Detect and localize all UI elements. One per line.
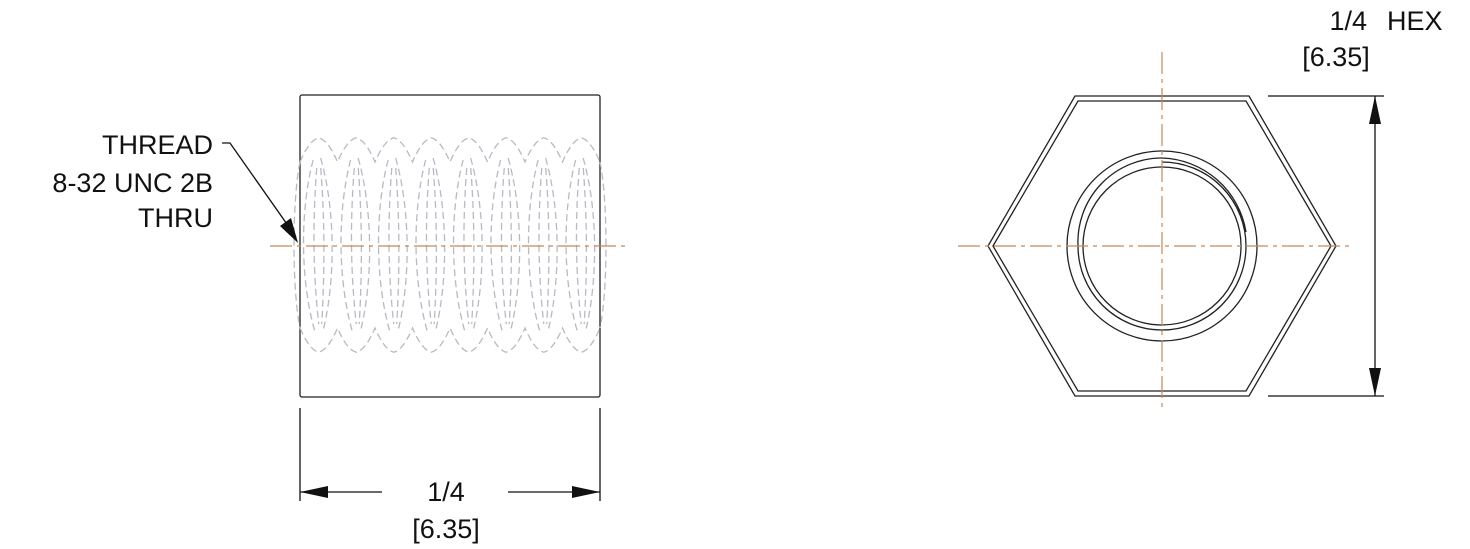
thread-hidden-lines <box>293 137 607 353</box>
thread-crest-line-bottom <box>299 326 601 353</box>
thread-helix-loop <box>340 157 371 333</box>
thread-root-loop <box>463 167 475 325</box>
thread-root-loop <box>350 167 363 325</box>
thread-callout-line3: THRU <box>138 203 213 233</box>
thread-helix-loop <box>490 157 521 333</box>
thread-callout-line1: THREAD <box>102 130 213 160</box>
hex-dimension-metric: [6.35] <box>1302 42 1370 72</box>
thread-helix-loop <box>452 157 483 333</box>
end-view: 1/4 HEX [6.35] <box>958 6 1443 412</box>
thread-helix-loop <box>377 157 408 333</box>
thread-root-loop <box>575 167 588 325</box>
thread-callout-arrowhead <box>280 218 298 243</box>
thread-helix-loop <box>527 157 558 333</box>
side-view: THREAD 8-32 UNC 2B THRU 1/4 [6.35] <box>52 94 628 544</box>
width-arrowhead-left <box>300 486 328 498</box>
thread-root-loop <box>500 167 513 325</box>
hex-dimension-label: HEX <box>1387 6 1443 36</box>
thread-helix-loop <box>565 157 596 333</box>
thread-end-flank-right <box>599 161 607 329</box>
thread-root-loop <box>425 167 438 325</box>
thread-helix-loop <box>415 157 446 333</box>
thread-root-loop <box>538 167 550 325</box>
thread-callout-leader <box>222 142 297 238</box>
thread-callout-line2: 8-32 UNC 2B <box>52 168 213 198</box>
thread-helix-loop <box>302 157 333 333</box>
hex-arrowhead-top <box>1369 96 1381 124</box>
thread-crest-line-top <box>299 137 601 164</box>
thread-root-loop <box>388 167 400 325</box>
hex-arrowhead-bottom <box>1369 368 1381 396</box>
thread-spiral <box>1077 157 1247 331</box>
width-arrowhead-right <box>572 486 600 498</box>
width-dimension-metric: [6.35] <box>412 514 480 544</box>
thread-end-flank-left <box>293 161 301 329</box>
hex-dimension-fraction: 1/4 <box>1329 6 1367 36</box>
thread-root-loop <box>313 167 325 325</box>
width-dimension-fraction: 1/4 <box>427 477 465 507</box>
